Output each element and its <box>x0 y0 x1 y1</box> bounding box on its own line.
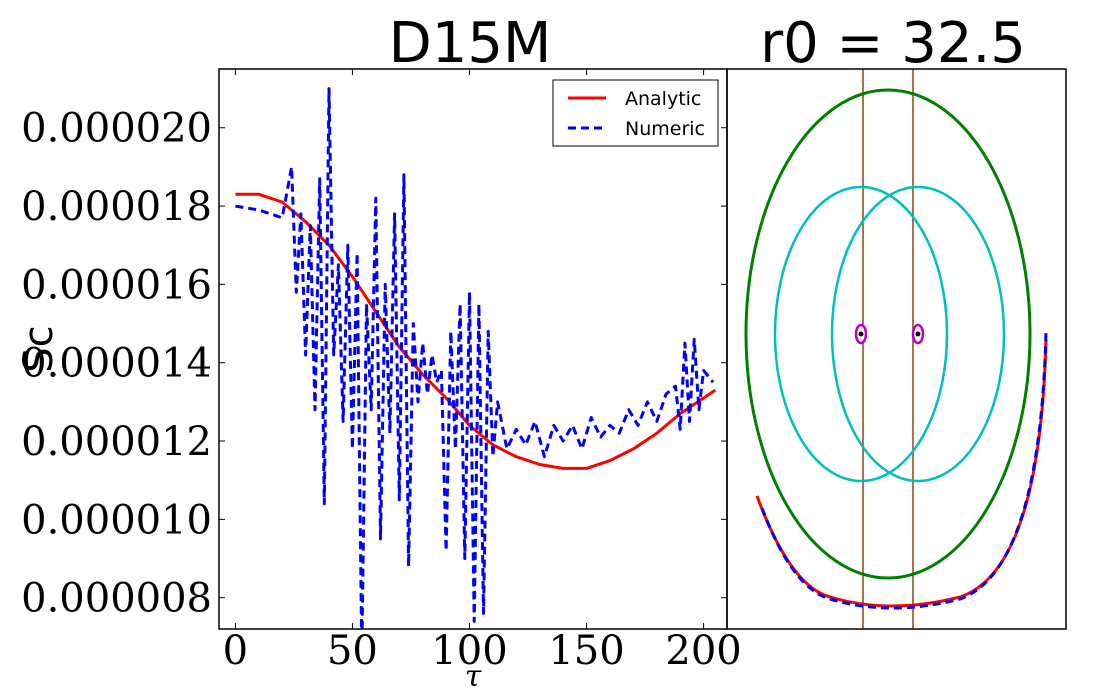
left-plot-area: 0 50 100 150 200 0.000008 0.000010 0.000012 0.00… <box>16 68 742 694</box>
legend: Analytic Numeric <box>552 79 719 147</box>
x-tick-label: 50 <box>327 628 378 674</box>
outer-ellipse <box>744 88 1032 580</box>
y-tick-label: 0.000010 <box>21 497 212 543</box>
x-tick-label: 150 <box>548 628 624 674</box>
series-numeric-line <box>235 87 715 629</box>
analytic-trajectory <box>755 339 1048 608</box>
y-tick-label: 0.000014 <box>21 341 212 387</box>
inner-ellipse-right <box>830 185 1006 483</box>
y-tick-label: 0.000018 <box>21 184 212 230</box>
numeric-trajectory <box>760 331 1048 610</box>
y-tick-label: 0.000016 <box>21 262 212 308</box>
series-analytic-line <box>235 192 717 470</box>
legend-analytic-label: Analytic <box>625 88 701 110</box>
right-plot-area <box>726 68 1067 630</box>
x-tick-label: 100 <box>431 628 507 674</box>
legend-numeric-label: Numeric <box>625 118 705 140</box>
marker-left-center <box>858 331 864 337</box>
inner-ellipse-left <box>773 185 949 483</box>
y-tick-label: 0.000012 <box>21 419 212 465</box>
y-axis-label: Sc <box>16 325 62 372</box>
x-axis-label: τ <box>465 659 482 694</box>
x-tick-label: 0 <box>223 628 248 674</box>
x-tick-label: 200 <box>665 628 741 674</box>
legend-box <box>552 79 719 147</box>
right-plot-frame <box>726 68 1067 630</box>
marker-right-center <box>915 331 921 337</box>
right-chart-title: r0 = 32.5 <box>760 11 1026 76</box>
left-chart-title: D15M <box>389 11 552 76</box>
y-tick-label: 0.000008 <box>21 576 212 622</box>
y-tick-label: 0.000020 <box>21 106 212 152</box>
